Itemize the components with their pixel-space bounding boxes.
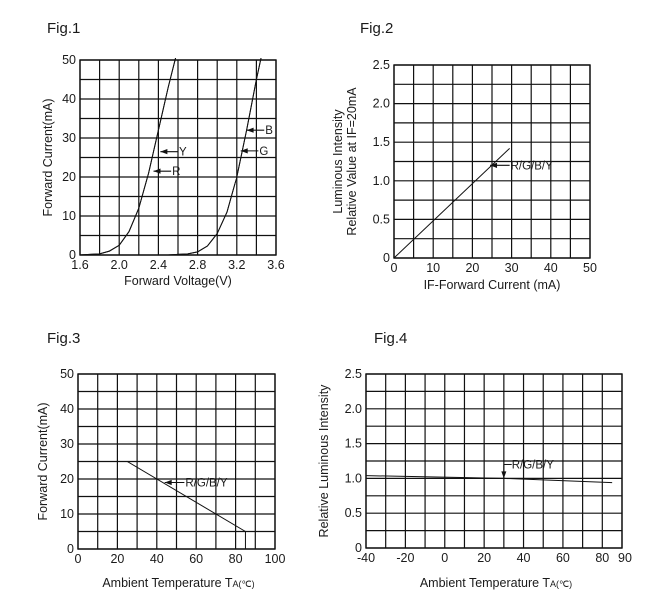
fig1-chart: Fig.1 1.6 2.0 2.4 2.8 3.2 3.6 0 10 20 30 40 50 Forwar… [41,20,285,288]
fig3-xtick-label: 80 [229,552,243,566]
fig4-xtick-label: 80 [595,551,609,565]
fig1-callout-label: R [172,166,180,178]
fig4-ytick-label: 2.5 [345,367,362,381]
fig4-xtick-label: 0 [441,551,448,565]
fig1-callout-label: Y [179,147,187,159]
fig4-xtick-label: -20 [396,551,414,565]
fig4-ytick-label: 1.5 [345,437,362,451]
fig3-ytick-label: 10 [60,507,74,521]
fig4-chart: Fig.4 -40 -20 0 20 40 60 80 90 0 0.5 1.0 1.5 2.0 2.5 Am… [317,330,632,590]
fig2-ytick-label: 2.5 [373,58,390,72]
fig1-callout-label: G [259,146,268,158]
fig4-xtick-label: 60 [556,551,570,565]
fig2-y-axis-label: Luminous Intensity [331,109,345,214]
fig2-x-axis-label: IF-Forward Current (mA) [424,278,561,292]
fig4-fig-label: Fig.4 [374,330,407,347]
fig3-callout-label: R/G/B/Y [185,478,228,490]
fig3-chart: Fig.3 0 20 40 60 80 100 0 10 20 30 40 50 Ambient Temp… [36,330,285,590]
fig4-ytick-label: 2.0 [345,402,362,416]
fig4-x-axis-label-main: Ambient Temperature T [420,576,551,590]
fig4-x-axis-label-sub: A [550,579,556,589]
fig1-ytick-label: 10 [62,209,76,223]
fig4-callout-label: R/G/B/Y [512,459,555,471]
fig1-ytick-label: 30 [62,131,76,145]
fig2-callout-arrowhead [490,162,498,168]
fig1-fig-label: Fig.1 [47,20,80,37]
fig4-callout-arrowhead [501,471,507,479]
fig1-callout-arrowhead [240,148,248,154]
fig2-ytick-label: 1.5 [373,135,390,149]
fig3-ytick-label: 40 [60,402,74,416]
fig4-xtick-label: 40 [517,551,531,565]
fig4-ytick-label: 0 [355,541,362,555]
fig2-xtick-label: 30 [505,261,519,275]
fig3-x-axis-label-unit: (℃) [239,579,255,589]
fig3-y-axis-label: Forward Current(mA) [36,402,50,520]
fig2-series-r-g-b-y-line [394,148,510,258]
fig2-plot-frame [393,64,591,259]
fig3-xtick-label: 40 [150,552,164,566]
fig2-xtick-label: 40 [544,261,558,275]
fig3-ytick-label: 50 [60,367,74,381]
fig2-fig-label: Fig.2 [360,20,393,37]
fig2-chart: Fig.2 0 10 20 30 40 50 0 0.5 1.0 1.5 2.0 2.5 IF-Forwa… [331,20,597,292]
fig4-ytick-label: 0.5 [345,506,362,520]
fig1-ytick-label: 40 [62,92,76,106]
fig2-callout-label: R/G/B/Y [511,160,554,172]
fig2-ytick-label: 2.0 [373,97,390,111]
fig2-xtick-label: 10 [426,261,440,275]
fig1-callout-label: B [265,125,273,137]
fig3-series-r-g-b-y-line [78,461,246,549]
fig1-xtick-label: 1.6 [71,258,88,272]
fig4-x-axis-label-unit: (℃) [556,579,572,589]
fig1-xtick-label: 2.0 [111,258,128,272]
fig3-xtick-label: 0 [75,552,82,566]
fig2-xtick-label: 50 [583,261,597,275]
fig4-series-r-g-b-y-line [366,475,613,484]
fig4-y-axis-label: Relative Luminous Intensity [317,384,331,538]
fig4-ytick-label: 1.0 [345,471,362,485]
fig3-xtick-label: 60 [189,552,203,566]
fig3-x-axis-label: Ambient Temperature TA(℃) [102,576,254,590]
fig4-plot-frame [365,373,623,549]
fig3-x-axis-label-sub: A [233,579,239,589]
fig2-xtick-label: 0 [391,261,398,275]
fig1-ytick-label: 20 [62,170,76,184]
fig1-callout-arrowhead [160,149,168,155]
fig4-xtick-label: -40 [357,551,375,565]
fig1-xtick-label: 3.6 [267,258,284,272]
fig1-series-y-line [80,58,177,255]
fig1-xtick-label: 2.8 [189,258,206,272]
fig1-xtick-label: 3.2 [228,258,245,272]
fig2-y-axis-label-2: Relative Value at IF=20mA [345,87,359,236]
fig3-ytick-label: 0 [67,542,74,556]
fig1-series-b-line [168,58,262,255]
fig1-ytick-label: 50 [62,53,76,67]
fig2-xtick-label: 20 [465,261,479,275]
fig4-xtick-label: 20 [477,551,491,565]
fig1-plot-frame [79,59,277,256]
fig1-callout-arrowhead [153,168,161,174]
fig1-callout-arrowhead [246,127,254,133]
fig3-ytick-label: 30 [60,437,74,451]
fig3-ytick-label: 20 [60,472,74,486]
fig2-ytick-label: 1.0 [373,174,390,188]
fig1-xtick-label: 2.4 [150,258,167,272]
fig2-ytick-label: 0.5 [373,212,390,226]
fig1-y-axis-label: Forward Current(mA) [41,98,55,216]
fig3-x-axis-label-main: Ambient Temperature T [102,576,233,590]
fig1-x-axis-label: Forward Voltage(V) [124,274,232,288]
fig4-xtick-label: 90 [618,551,632,565]
fig2-ytick-label: 0 [383,251,390,265]
fig4-x-axis-label: Ambient Temperature TA(℃) [420,576,572,590]
fig1-ytick-label: 0 [69,248,76,262]
fig3-callout-arrowhead [164,479,172,486]
fig3-fig-label: Fig.3 [47,330,80,347]
fig3-xtick-label: 20 [110,552,124,566]
fig3-xtick-label: 100 [265,552,286,566]
